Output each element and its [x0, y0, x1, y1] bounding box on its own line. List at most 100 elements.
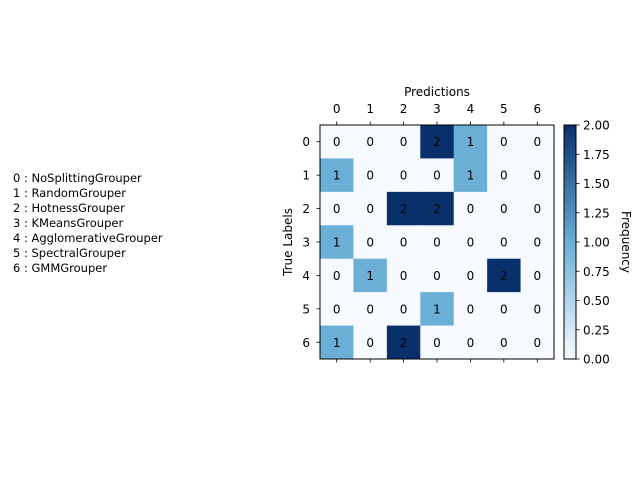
- heatmap-cell: [453, 325, 488, 360]
- legend-entry: 2 : HotnessGrouper: [13, 201, 125, 215]
- cell-value-label: 0: [400, 135, 408, 149]
- cell-value-label: 0: [400, 302, 408, 316]
- heatmap-cell: [487, 325, 521, 360]
- heatmap-cell: [320, 125, 354, 159]
- cell-value-label: 0: [467, 302, 475, 316]
- heatmap-cell: [520, 292, 555, 326]
- y-axis-ticks: 0 1 2 3 4 5 6: [302, 135, 320, 350]
- colorbar-tick-label: 0.00: [583, 353, 610, 367]
- cell-value-label: 0: [366, 236, 374, 250]
- cell-value-label: 0: [433, 236, 441, 250]
- heatmap-cell: [520, 325, 555, 360]
- heatmap-cells: 0 0 0 2 1 0 0 1 0 0 0 1 0 0 0 0 2 2 0 0 0 1 0 0 0 0 0 0 0 1 0 0 0 2 0 0 0 0 1 0…: [320, 125, 555, 360]
- cell-value-label: 0: [500, 169, 508, 183]
- heatmap-cell: [386, 258, 421, 293]
- cell-value-label: 0: [366, 302, 374, 316]
- y-tick-label: 0: [302, 135, 310, 149]
- cell-value-label: 0: [500, 135, 508, 149]
- y-tick-label: 1: [302, 169, 310, 183]
- heatmap-cell: [453, 225, 488, 260]
- heatmap-cell: [487, 158, 521, 193]
- colorbar-ticks: 0.00 0.25 0.50 0.75 1.00 1.25 1.50 1.75 2.00: [576, 119, 610, 367]
- heatmap-cell: [386, 158, 421, 193]
- legend-entry: 5 : SpectralGrouper: [13, 246, 126, 260]
- y-tick-label: 3: [302, 236, 310, 250]
- colorbar: [563, 124, 577, 360]
- x-tick-label: 1: [366, 102, 374, 116]
- heatmap-cell: [420, 258, 455, 293]
- cell-value-label: 1: [366, 269, 374, 283]
- heatmap-cell: [453, 158, 488, 193]
- cell-value-label: 0: [400, 236, 408, 250]
- heatmap-cell: [520, 225, 555, 260]
- heatmap-cell: [453, 258, 488, 293]
- heatmap-cell: [353, 158, 388, 193]
- cell-value-label: 0: [467, 236, 475, 250]
- heatmap-cell: [320, 158, 354, 193]
- legend-entry: 3 : KMeansGrouper: [13, 216, 124, 230]
- y-tick-label: 4: [302, 269, 310, 283]
- cell-value-label: 0: [533, 269, 541, 283]
- cell-value-label: 0: [533, 236, 541, 250]
- heatmap-cell: [320, 292, 354, 326]
- heatmap-cell: [520, 191, 555, 226]
- heatmap-cell: [386, 325, 421, 360]
- heatmap-cell: [487, 191, 521, 226]
- cell-value-label: 0: [500, 202, 508, 216]
- cell-value-label: 0: [333, 202, 341, 216]
- colorbar-tick-label: 1.50: [583, 177, 610, 191]
- legend-entry: 1 : RandomGrouper: [13, 186, 126, 200]
- cell-value-label: 1: [333, 236, 341, 250]
- cell-value-label: 0: [467, 336, 475, 350]
- cell-value-label: 0: [500, 236, 508, 250]
- colorbar-tick-label: 1.25: [583, 206, 610, 220]
- heatmap-cell: [487, 292, 521, 326]
- cell-value-label: 0: [333, 302, 341, 316]
- legend-entry: 6 : GMMGrouper: [13, 261, 108, 275]
- heatmap-cell: [487, 125, 521, 159]
- heatmap-cell: [420, 325, 455, 360]
- cell-value-label: 2: [433, 202, 441, 216]
- cell-value-label: 0: [400, 269, 408, 283]
- x-axis-ticks: 0 1 2 3 4 5 6: [333, 102, 541, 363]
- heatmap-cell: [353, 292, 388, 326]
- colorbar-tick-label: 0.75: [583, 265, 610, 279]
- heatmap-cell: [453, 292, 488, 326]
- x-axis-label: Predictions: [404, 85, 470, 99]
- heatmap-cell: [320, 325, 354, 360]
- cell-value-label: 0: [533, 135, 541, 149]
- cell-value-label: 0: [500, 336, 508, 350]
- heatmap-cell: [386, 125, 421, 159]
- cell-value-label: 1: [433, 302, 441, 316]
- colorbar-tick-label: 2.00: [583, 119, 610, 133]
- colorbar-tick-label: 1.75: [583, 148, 610, 162]
- cell-value-label: 2: [433, 135, 441, 149]
- legend-entry: 0 : NoSplittingGrouper: [13, 171, 142, 185]
- cell-value-label: 0: [533, 169, 541, 183]
- cell-value-label: 0: [467, 269, 475, 283]
- cell-value-label: 2: [400, 336, 408, 350]
- cell-value-label: 0: [500, 302, 508, 316]
- heatmap-cell: [453, 191, 488, 226]
- heatmap-cell: [420, 292, 455, 326]
- colorbar-tick-label: 1.00: [583, 236, 610, 250]
- y-tick-label: 5: [302, 302, 310, 316]
- cell-value-label: 0: [400, 169, 408, 183]
- heatmap-cell: [353, 191, 388, 226]
- x-tick-label: 0: [333, 102, 341, 116]
- heatmap-cell: [353, 325, 388, 360]
- cell-value-label: 1: [467, 135, 475, 149]
- colorbar-tick-label: 0.50: [583, 294, 610, 308]
- cell-value-label: 0: [467, 202, 475, 216]
- heatmap-cell: [420, 158, 455, 193]
- heatmap-cell: [353, 125, 388, 159]
- y-tick-label: 2: [302, 202, 310, 216]
- cell-value-label: 1: [333, 169, 341, 183]
- cell-value-label: 0: [433, 269, 441, 283]
- heatmap-cell: [487, 258, 521, 293]
- cell-value-label: 0: [533, 336, 541, 350]
- heatmap-cell: [353, 258, 388, 293]
- heatmap-cell: [320, 225, 354, 260]
- heatmap-cell: [420, 225, 455, 260]
